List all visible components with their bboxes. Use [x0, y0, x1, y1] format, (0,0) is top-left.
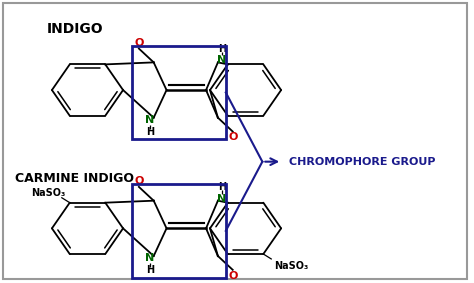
Text: N: N [217, 194, 227, 204]
Text: N: N [217, 55, 227, 65]
Text: H: H [146, 265, 154, 275]
Text: NaSO₃: NaSO₃ [31, 188, 65, 198]
Text: N: N [145, 253, 155, 263]
Text: O: O [134, 176, 144, 186]
Text: N: N [145, 115, 155, 125]
Text: NaSO₃: NaSO₃ [274, 261, 308, 271]
Text: H: H [218, 182, 226, 192]
Text: O: O [134, 38, 144, 48]
Bar [132, 184, 226, 278]
Text: CARMINE INDIGO: CARMINE INDIGO [15, 172, 134, 185]
Text: CHROMOPHORE GROUP: CHROMOPHORE GROUP [289, 157, 436, 167]
Bar [132, 46, 226, 140]
Text: INDIGO: INDIGO [46, 22, 103, 36]
Text: H: H [146, 127, 154, 136]
Text: O: O [228, 132, 237, 142]
Text: O: O [228, 271, 237, 281]
Text: H: H [218, 44, 226, 53]
